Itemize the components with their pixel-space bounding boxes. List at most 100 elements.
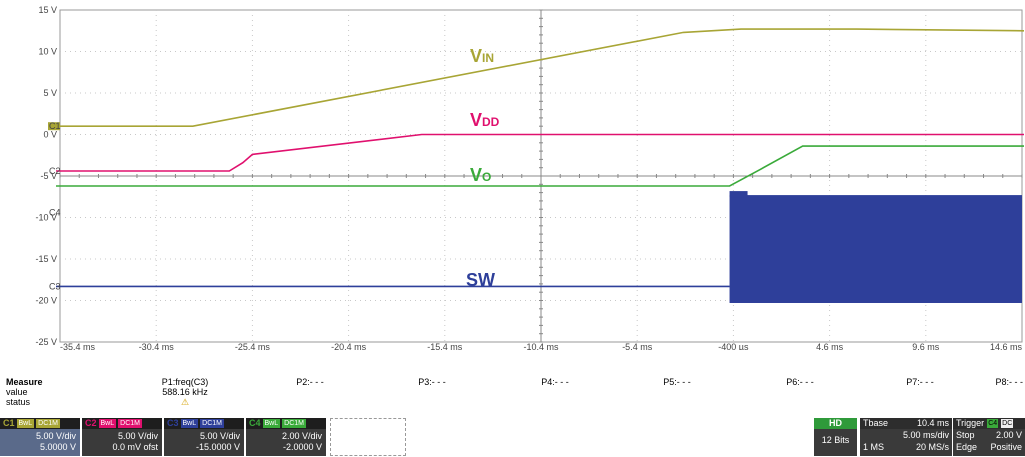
y-tick-label: -20 V [35,296,57,306]
measure-row-status: status [6,397,31,407]
signal-label-vin: VIN [470,46,494,66]
timebase-div: 5.00 ms/div [902,430,949,440]
x-tick-label: 4.6 ms [816,342,844,350]
volts-per-div: 5.00 V/div [117,431,158,441]
hd-badge: HD [814,418,857,429]
channel-box-c4[interactable]: C4 BwL DC1M 2.00 V/div -2.0000 V [246,418,326,456]
measure-p8-status [943,397,1023,407]
signal-label-vo: VO [470,165,491,185]
y-tick-label: 0 V [43,130,57,140]
channel-offset: 5.0000 V [39,442,76,452]
signal-label-sw: SW [466,270,495,290]
measure-p7-label: P7:- - - [906,377,934,387]
y-tick-label: 15 V [38,5,57,15]
measure-title: Measure [6,377,43,387]
measure-p5-status [637,397,717,407]
trigger-level: 2.00 V [995,430,1022,440]
coupling-tag: DC1M [200,419,224,428]
trigger-slope: Positive [990,442,1022,452]
measure-p1-status: ⚠ [180,397,190,407]
channel-id: C2 [85,418,97,428]
measure-p8-label: P8:- - - [995,377,1023,387]
y-tick-label: -10 V [35,213,57,223]
measure-p6-status [760,397,840,407]
marker-label: C3 [49,281,61,291]
bwl-tag: BwL [16,419,35,428]
channel-id: C1 [3,418,15,428]
measure-p2-value [270,387,350,397]
channel-box-c2[interactable]: C2 BwL DC1M 5.00 V/div 0.0 mV ofst [82,418,162,456]
measure-p4-status [515,397,595,407]
timebase-points: 1 MS [863,442,885,452]
channel-box-c1[interactable]: C1 BwL DC1M 5.00 V/div 5.0000 V [0,418,80,456]
bwl-tag: BwL [98,419,117,428]
channel-box-c3[interactable]: C3 BwL DC1M 5.00 V/div -15.0000 V [164,418,244,456]
y-tick-label: -25 V [35,337,57,347]
sw-burst-spike [729,191,748,198]
x-tick-label: -400 µs [718,342,749,350]
x-tick-label: -30.4 ms [139,342,175,350]
x-tick-label: 9.6 ms [912,342,940,350]
measure-p6-value [760,387,840,397]
x-tick-label: -25.4 ms [235,342,271,350]
trigger-mode: Stop [956,430,975,440]
measure-p1-label: P1:freq(C3) [161,377,209,387]
y-axis-labels: 15 V 10 V 5 V 0 V -5 V -10 V -15 V -20 V -25 V [35,5,57,347]
x-tick-label: -15.4 ms [427,342,463,350]
traces [56,28,1025,303]
marker-label: C4 [49,208,61,218]
channel-id: C4 [249,418,261,428]
channel-offset: 0.0 mV ofst [112,442,158,452]
marker-label: C2 [49,166,61,176]
marker-c1[interactable] [48,122,60,131]
volts-per-div: 5.00 V/div [35,431,76,441]
oscilloscope-grid: 15 V 10 V 5 V 0 V -5 V -10 V -15 V -20 V -25 V -… [35,5,1025,350]
x-axis-labels: -35.4 ms -30.4 ms -25.4 ms -20.4 ms -15.4 ms… [60,342,1022,350]
y-tick-label: 10 V [38,47,57,57]
bit-depth: 12 Bits [821,435,850,445]
measure-p8-value [943,387,1023,397]
volts-per-div: 5.00 V/div [199,431,240,441]
x-tick-label: 14.6 ms [990,342,1023,350]
coupling-tag: DC1M [36,419,60,428]
timebase-rate: 20 MS/s [915,442,949,452]
signal-label-vdd: VDD [470,110,500,130]
marker-label: C1 [49,121,61,131]
trigger-label: Trigger [956,418,985,428]
measure-p4-label: P4:- - - [541,377,569,387]
measure-p3-value [392,387,472,397]
measure-p6-label: P6:- - - [786,377,814,387]
sw-switching-burst [729,195,1022,303]
measure-p1-value: 588.16 kHz [162,387,208,397]
channel-offset: -2.0000 V [282,442,322,452]
measure-p2-status [270,397,350,407]
y-tick-label: 5 V [43,88,57,98]
channel-id: C3 [167,418,179,428]
x-tick-label: -10.4 ms [523,342,559,350]
volts-per-div: 2.00 V/div [281,431,322,441]
trigger-coupling: DC [1001,419,1014,428]
trigger-type: Edge [956,442,978,452]
timebase-label: Tbase [863,418,889,428]
acquisition-panel[interactable]: HD 12 Bits [814,418,857,456]
measure-p2-label: P2:- - - [296,377,324,387]
measure-p5-label: P5:- - - [663,377,691,387]
empty-channel-slot[interactable] [330,418,406,456]
y-tick-label: -5 V [40,171,57,181]
measure-p4-value [515,387,595,397]
measure-p3-status [392,397,472,407]
channel-markers: C1 C2 C4 C3 [48,121,61,291]
trace-vdd [56,133,1024,172]
y-tick-label: -15 V [35,254,57,264]
graticule [59,9,1023,343]
bwl-tag: BwL [262,419,281,428]
channel-offset: -15.0000 V [195,442,240,452]
coupling-tag: DC1M [118,419,142,428]
trigger-panel[interactable]: Trigger C4 DC Stop 2.00 V Edge Positive [953,418,1025,456]
trace-vin [56,28,1025,127]
timebase-panel[interactable]: Tbase 10.4 ms 5.00 ms/div 1 MS 20 MS/s [860,418,952,456]
x-tick-label: -5.4 ms [622,342,653,350]
measure-row-value: value [6,387,28,397]
trace-vo [56,145,1024,187]
trigger-source: C4 [987,419,999,428]
